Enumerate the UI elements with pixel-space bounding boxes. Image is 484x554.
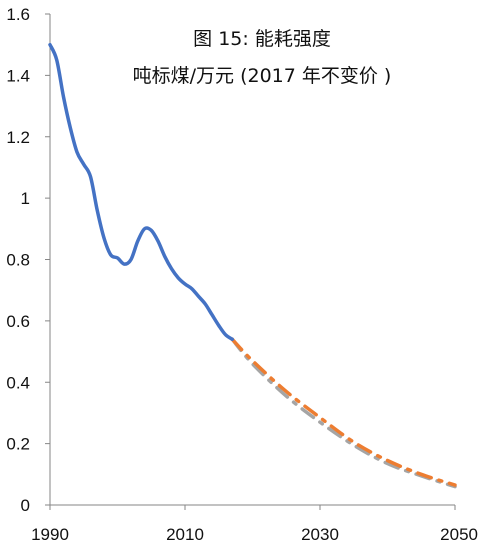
y-tick-label: 0.4 (6, 373, 30, 392)
x-tick-label: 2030 (301, 525, 339, 544)
y-tick-label: 1.2 (6, 128, 30, 147)
ticks-layer: 0 0.2 0.4 0.6 0.8 1 1.2 1.4 1.6 1990 2010 2030 2050 (6, 5, 478, 544)
series-line-projection-2 (230, 337, 457, 489)
x-tick-label: 1990 (31, 525, 69, 544)
x-tick-label: 2010 (166, 525, 204, 544)
y-tick-label: 0.2 (6, 435, 30, 454)
series-line-historical (48, 42, 234, 342)
y-tick-label: 1.6 (6, 5, 30, 24)
series-layer (48, 42, 457, 489)
y-tick-label: 1.4 (6, 66, 30, 85)
x-tick-label: 2050 (440, 525, 478, 544)
y-tick-label: 0.6 (6, 312, 30, 331)
y-tick-label: 1 (21, 189, 30, 208)
y-tick-label: 0.8 (6, 251, 30, 270)
series-line-projection-1 (230, 337, 457, 487)
y-tick-label: 0 (21, 496, 30, 515)
